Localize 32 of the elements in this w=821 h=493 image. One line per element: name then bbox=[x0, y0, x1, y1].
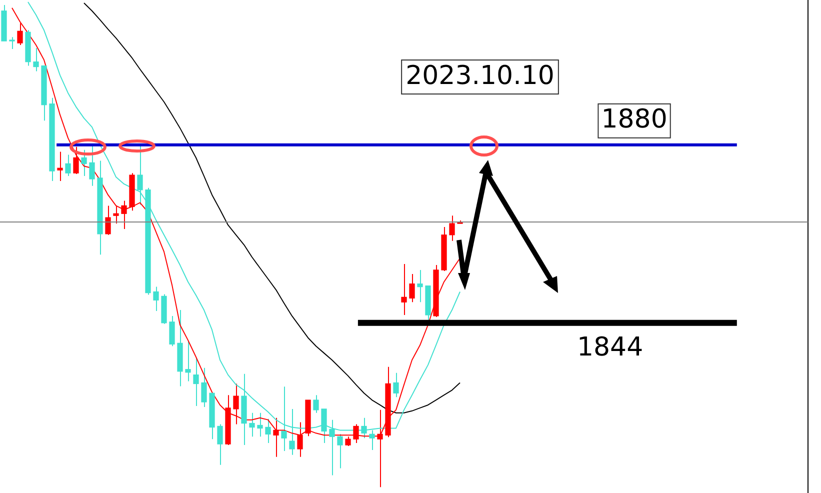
candlestick bbox=[57, 151, 63, 182]
candlestick bbox=[233, 383, 239, 425]
candlestick bbox=[217, 424, 223, 466]
candlestick bbox=[169, 315, 175, 347]
candlestick bbox=[409, 273, 415, 303]
candlestick bbox=[193, 358, 199, 406]
candlestick bbox=[137, 144, 143, 206]
candlestick bbox=[185, 340, 191, 382]
candlestick bbox=[257, 412, 263, 438]
candlestick bbox=[153, 286, 159, 312]
candlestick bbox=[73, 146, 79, 175]
candlestick bbox=[81, 149, 87, 177]
candlestick bbox=[9, 36, 15, 50]
candlestick bbox=[121, 200, 127, 230]
ref-line-label: 1844 bbox=[576, 332, 644, 363]
candlestick bbox=[89, 144, 95, 186]
annotation: 2023.10.10 bbox=[406, 60, 554, 91]
candlestick bbox=[337, 434, 343, 469]
candlestick bbox=[401, 264, 407, 316]
candlestick bbox=[393, 372, 399, 398]
ref-line-label: 1880 bbox=[601, 104, 668, 135]
candlestick bbox=[265, 418, 271, 444]
candlestick bbox=[105, 205, 111, 236]
candlestick bbox=[449, 215, 455, 242]
candlestick bbox=[113, 205, 119, 224]
candlestick bbox=[33, 47, 39, 72]
candlestick bbox=[65, 154, 71, 177]
candlestick bbox=[313, 394, 319, 414]
candlestick bbox=[417, 269, 423, 303]
candlestick bbox=[201, 367, 207, 408]
candlestick bbox=[249, 412, 255, 438]
candlestick bbox=[17, 22, 23, 46]
